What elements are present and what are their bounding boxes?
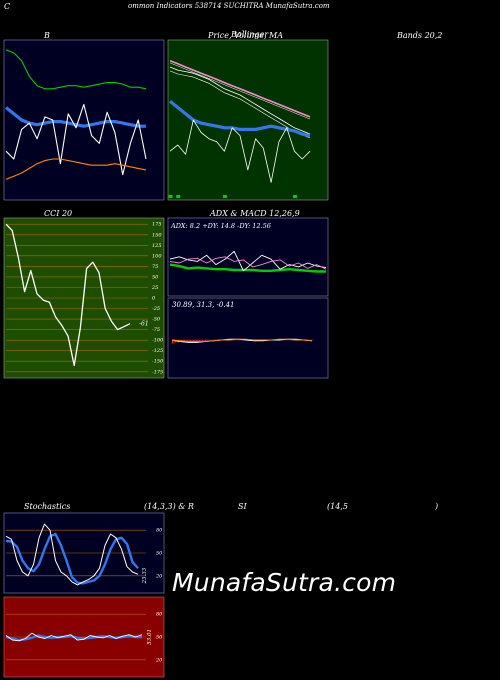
macd-histogram-bar bbox=[206, 340, 208, 342]
stoch-series-line bbox=[5, 523, 139, 586]
bollinger-title-left: B bbox=[44, 31, 50, 40]
rsi-tick-label: 20 bbox=[155, 657, 163, 663]
bollinger-panel bbox=[3, 39, 165, 201]
rsi-series-line bbox=[5, 632, 143, 642]
macd-histogram-bar bbox=[185, 340, 187, 342]
adx-series-line bbox=[169, 256, 327, 270]
volume-bar bbox=[168, 195, 173, 198]
rsi-last-label: 53.01 bbox=[147, 629, 153, 645]
macd-histogram-bar bbox=[188, 340, 190, 342]
stoch-title-e: ) bbox=[435, 502, 439, 511]
adx-series-line bbox=[169, 250, 327, 272]
cci-tick-label: 125 bbox=[152, 243, 162, 249]
macd-histogram-bar bbox=[205, 340, 206, 342]
macd-histogram-bar bbox=[182, 340, 184, 342]
macd-panel bbox=[167, 297, 329, 379]
macd-histogram-bar bbox=[194, 340, 196, 342]
stoch-title-b: (14,3,3) & R bbox=[144, 502, 194, 511]
macd-histogram-bar bbox=[184, 340, 185, 342]
header-title: ommon Indicators 538714 SUCHITRA MunafaS… bbox=[128, 2, 330, 10]
macd-readout: 30.89, 31.3, -0.41 bbox=[172, 301, 234, 309]
cci-tick-label: -125 bbox=[152, 348, 163, 354]
macd-histogram-bar bbox=[202, 340, 203, 342]
macd-histogram-bar bbox=[200, 340, 202, 342]
price-series-line bbox=[169, 66, 311, 135]
macd-histogram-bar bbox=[175, 340, 176, 343]
volume-bar bbox=[176, 195, 181, 198]
macd-histogram-bar bbox=[193, 340, 194, 342]
stoch-title-d: (14,5 bbox=[327, 502, 348, 511]
macd-histogram-bar bbox=[203, 340, 205, 342]
macd-histogram-bar bbox=[196, 340, 197, 342]
macd-histogram-bar bbox=[199, 340, 200, 342]
cci-tick-label: -150 bbox=[152, 359, 164, 365]
macd-histogram-bar bbox=[191, 340, 193, 342]
adx-readout: ADX: 8.2 +DY: 14.8 -DY: 12.56 bbox=[170, 222, 271, 230]
macd-histogram-bar bbox=[197, 340, 199, 342]
stoch-title-a: Stochastics bbox=[24, 502, 71, 511]
stoch-tick-label: 50 bbox=[156, 551, 163, 557]
volume-bar bbox=[222, 195, 227, 198]
price-band-line bbox=[169, 62, 311, 120]
cci-line bbox=[5, 223, 131, 367]
macd-signal-line bbox=[171, 338, 313, 343]
watermark: MunafaSutra.com bbox=[172, 568, 397, 597]
cci-tick-label: 150 bbox=[152, 232, 162, 238]
cci-tick-label: 100 bbox=[152, 253, 162, 259]
stoch-title-c: SI bbox=[238, 502, 247, 511]
price-series-line bbox=[169, 119, 311, 183]
cci-tick-label: -50 bbox=[152, 317, 161, 323]
adx-series-line bbox=[169, 263, 326, 273]
macd-histogram-bar bbox=[190, 340, 191, 342]
price-band-line bbox=[169, 70, 311, 139]
cci-tick-label: -175 bbox=[152, 369, 163, 375]
bollinger-series-line bbox=[5, 103, 147, 176]
cci-tick-label: 75 bbox=[152, 264, 158, 270]
rsi-tick-label: 50 bbox=[156, 635, 163, 641]
stoch-tick-label: 80 bbox=[156, 528, 163, 534]
rsi-tick-label: 80 bbox=[156, 612, 163, 618]
price-series-line bbox=[169, 59, 311, 118]
cci-tick-label: 0 bbox=[152, 296, 156, 302]
adx-panel bbox=[167, 217, 329, 297]
adx-macd-title: ADX & MACD 12,26,9 bbox=[210, 209, 300, 218]
cci-last-label: -61 bbox=[139, 321, 149, 328]
bollinger-title-mid: Price, Volume, MA bbox=[208, 31, 284, 40]
macd-histogram-bar bbox=[173, 340, 175, 344]
cci-title: CCI 20 bbox=[44, 209, 73, 218]
cci-tick-label: 25 bbox=[151, 285, 158, 291]
cci-tick-label: -75 bbox=[152, 327, 160, 333]
cci-tick-label: -100 bbox=[152, 338, 164, 344]
volume-bar bbox=[292, 195, 297, 198]
bollinger-title-right: Bands 20,2 bbox=[397, 31, 443, 40]
macd-histogram-bar bbox=[172, 340, 173, 344]
cci-tick-label: -25 bbox=[152, 306, 160, 312]
bollinger-title-overlap: Bollinger bbox=[231, 30, 269, 39]
cci-tick-label: 175 bbox=[152, 222, 162, 228]
stoch-last-label: 23.33 bbox=[142, 567, 148, 584]
bollinger-series-line bbox=[5, 49, 147, 90]
stoch-tick-label: 20 bbox=[155, 573, 163, 579]
header-c: C bbox=[4, 2, 11, 11]
bollinger-series-line bbox=[5, 158, 147, 180]
cci-tick-label: 50 bbox=[152, 274, 159, 280]
stoch-series-line bbox=[5, 532, 139, 585]
macd-histogram-bar bbox=[187, 340, 188, 342]
